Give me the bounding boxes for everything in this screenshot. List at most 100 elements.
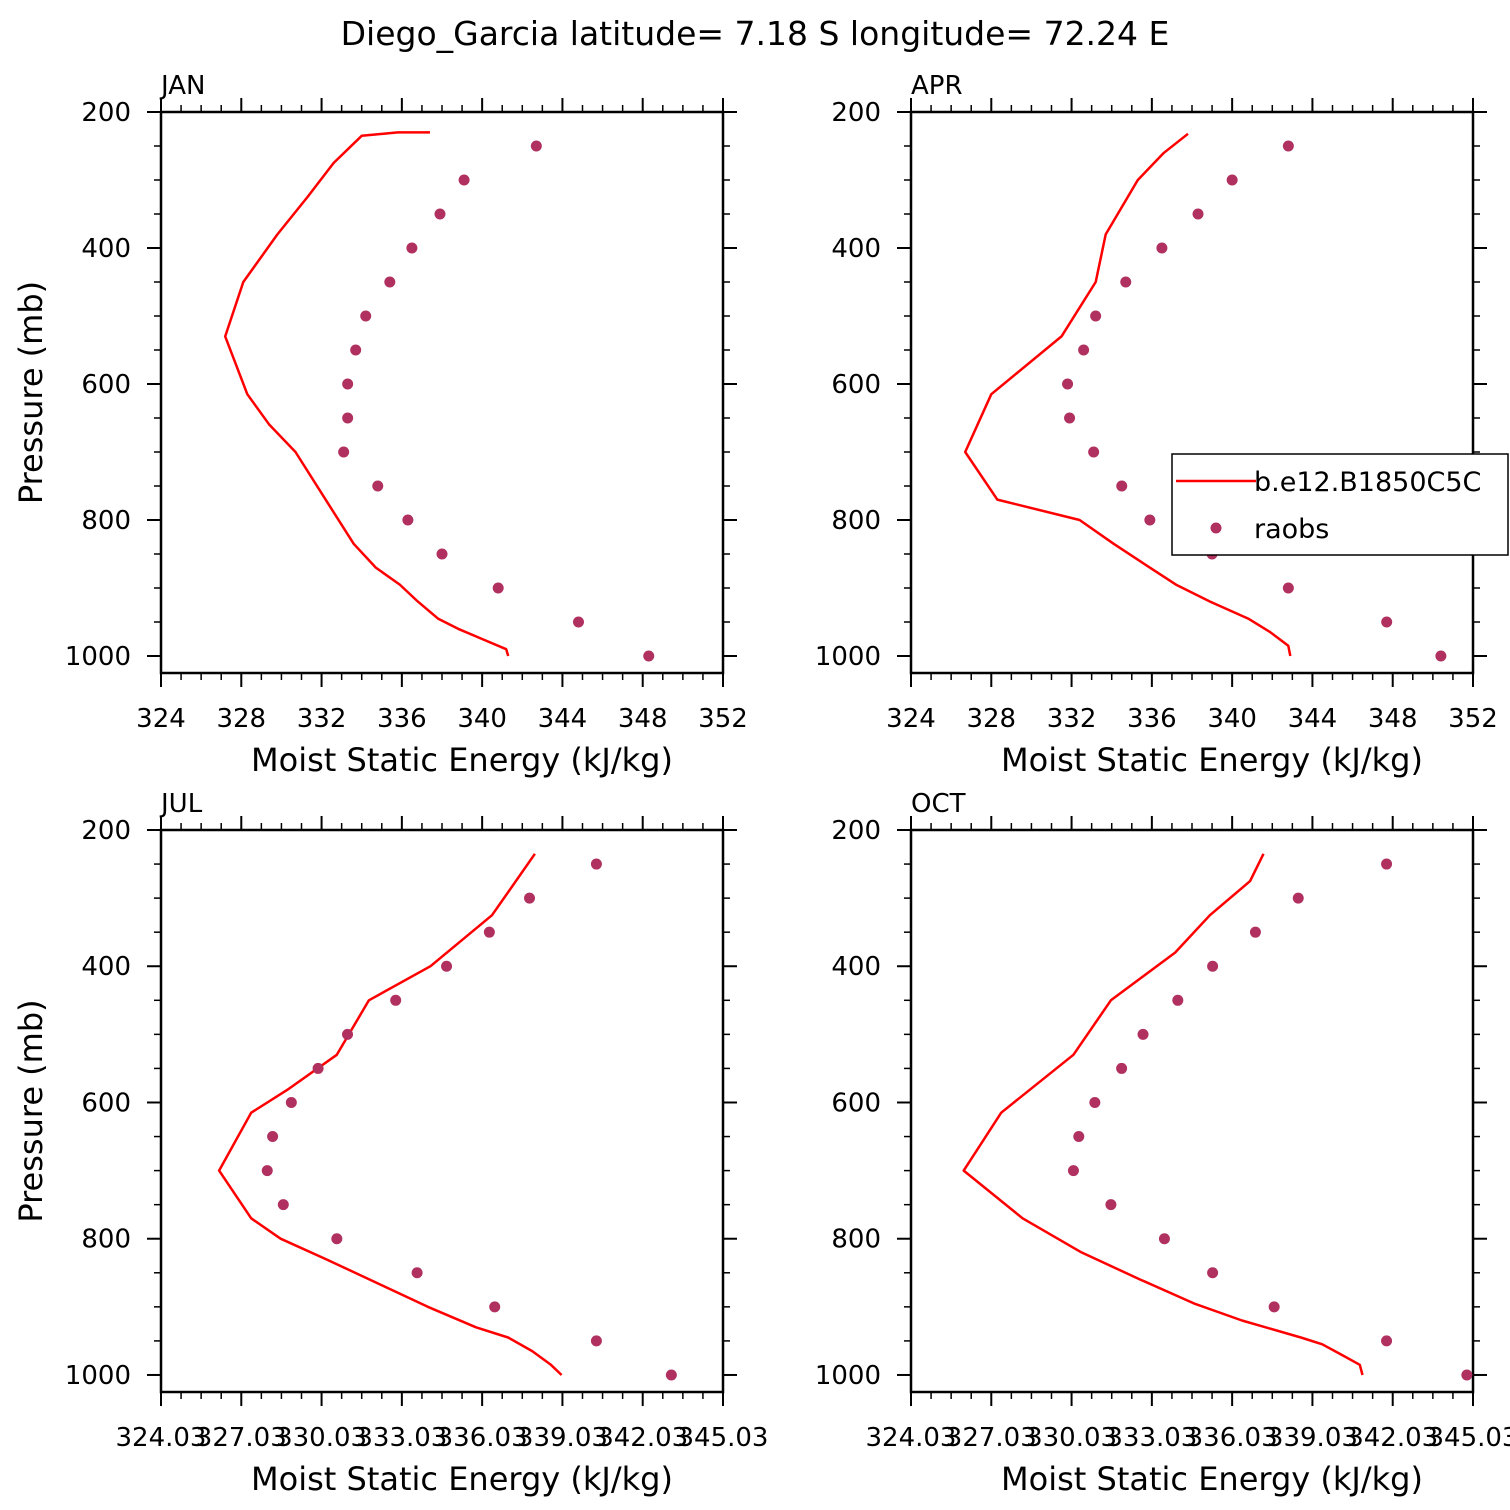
raobs-point: [1116, 480, 1128, 492]
legend-label-raobs: raobs: [1254, 514, 1329, 545]
y-tick-label: 400: [831, 952, 881, 982]
y-tick-label: 600: [81, 1088, 131, 1118]
x-axis-label: Moist Static Energy (kJ/kg): [251, 741, 673, 779]
raobs-point: [384, 276, 396, 288]
raobs-point: [1144, 514, 1156, 526]
x-tick-label: 348: [1368, 704, 1418, 734]
raobs-point: [530, 140, 542, 152]
panel-label: OCT: [911, 789, 966, 819]
raobs-point: [390, 994, 402, 1006]
x-axis-label: Moist Static Energy (kJ/kg): [1001, 1460, 1423, 1498]
plot-frame: [159, 110, 725, 675]
raobs-point: [1226, 174, 1238, 186]
legend-marker-swatch: [1210, 522, 1222, 534]
panel-jul: JUL324.03327.03330.03333.03336.03339.033…: [12, 789, 768, 1498]
x-tick-label: 340: [457, 704, 507, 734]
x-tick-label: 345.03: [678, 1423, 769, 1453]
raobs-point: [338, 446, 350, 458]
x-tick-label: 336.03: [1187, 1423, 1278, 1453]
x-tick-label: 328: [966, 704, 1016, 734]
y-tick-label: 1000: [65, 1361, 131, 1391]
x-tick-label: 342.03: [597, 1423, 688, 1453]
legend-box: [1171, 453, 1509, 556]
y-axis-label: Pressure (mb): [12, 281, 50, 504]
raobs-point: [1158, 1233, 1170, 1245]
raobs-point: [489, 1301, 501, 1313]
x-tick-label: 332: [297, 704, 347, 734]
raobs-point: [372, 480, 384, 492]
x-tick-label: 324.03: [866, 1423, 957, 1453]
raobs-point: [1282, 140, 1294, 152]
raobs-point: [1067, 1165, 1079, 1177]
y-tick-label: 600: [81, 370, 131, 400]
raobs-point: [590, 858, 602, 870]
x-tick-label: 336: [377, 704, 427, 734]
raobs-point: [1381, 858, 1393, 870]
x-axis-label: Moist Static Energy (kJ/kg): [251, 1460, 673, 1498]
raobs-point: [406, 242, 418, 254]
raobs-point: [434, 208, 446, 220]
x-tick-label: 339.03: [517, 1423, 608, 1453]
raobs-point: [1461, 1369, 1473, 1381]
raobs-point: [1292, 892, 1304, 904]
raobs-point: [1268, 1301, 1280, 1313]
panel-jan: JAN 324 328 332 336 340 344 348 352 200 400 600 800 1…: [12, 71, 748, 779]
raobs-point: [1073, 1131, 1085, 1143]
raobs-point: [1064, 412, 1076, 424]
y-tick-label: 400: [81, 952, 131, 982]
raobs-point: [643, 650, 655, 662]
raobs-point: [458, 174, 470, 186]
raobs-point: [312, 1062, 324, 1074]
raobs-point: [1088, 446, 1100, 458]
raobs-point: [331, 1233, 343, 1245]
x-tick-label: 344: [1288, 704, 1338, 734]
x-tick-label: 332: [1047, 704, 1097, 734]
raobs-point: [1249, 926, 1261, 938]
figure-title: Diego_Garcia latitude= 7.18 S longitude=…: [341, 14, 1170, 53]
raobs-point: [1192, 208, 1204, 220]
model-profile-line: [963, 132, 1292, 657]
plot-frame: [159, 828, 725, 1394]
raobs-point: [1090, 310, 1102, 322]
raobs-point: [360, 310, 372, 322]
y-tick-label: 600: [831, 1088, 881, 1118]
plot-frame: [909, 828, 1475, 1394]
panel-label: APR: [911, 71, 963, 101]
x-tick-label: 336: [1127, 704, 1177, 734]
model-profile-line: [217, 853, 563, 1376]
y-tick-label: 400: [81, 234, 131, 264]
x-tick-label: 342.03: [1347, 1423, 1438, 1453]
raobs-point: [665, 1369, 677, 1381]
x-tick-label: 333.03: [1106, 1423, 1197, 1453]
y-axis-label: Pressure (mb): [12, 999, 50, 1222]
x-tick-label: 328: [216, 704, 266, 734]
x-tick-label: 352: [698, 704, 748, 734]
raobs-point: [1435, 650, 1447, 662]
x-axis-label: Moist Static Energy (kJ/kg): [1001, 741, 1423, 779]
y-tick-label: 200: [81, 98, 131, 128]
raobs-point: [1137, 1028, 1149, 1040]
panel-apr: APR 324 328 332 336 340 344 348 352 200 400 600 800 1…: [815, 71, 1498, 779]
x-tick-label: 336.03: [437, 1423, 528, 1453]
x-tick-label: 340: [1207, 704, 1257, 734]
raobs-point: [441, 960, 453, 972]
y-tick-label: 400: [831, 234, 881, 264]
raobs-point: [350, 344, 362, 356]
raobs-point: [267, 1131, 279, 1143]
x-tick-label: 330.03: [276, 1423, 367, 1453]
y-tick-label: 800: [81, 506, 131, 536]
y-tick-label: 200: [831, 98, 881, 128]
legend: b.e12.B1850C5C raobs: [1171, 453, 1509, 556]
model-profile-line: [962, 853, 1364, 1376]
raobs-point: [342, 378, 354, 390]
raobs-point: [1156, 242, 1168, 254]
raobs-point: [1381, 616, 1393, 628]
raobs-point: [1207, 1267, 1219, 1279]
x-tick-label: 327.03: [196, 1423, 287, 1453]
raobs-point: [277, 1199, 289, 1211]
legend-label-model: b.e12.B1850C5C: [1254, 467, 1481, 498]
raobs-point: [1078, 344, 1090, 356]
raobs-point: [1105, 1199, 1117, 1211]
